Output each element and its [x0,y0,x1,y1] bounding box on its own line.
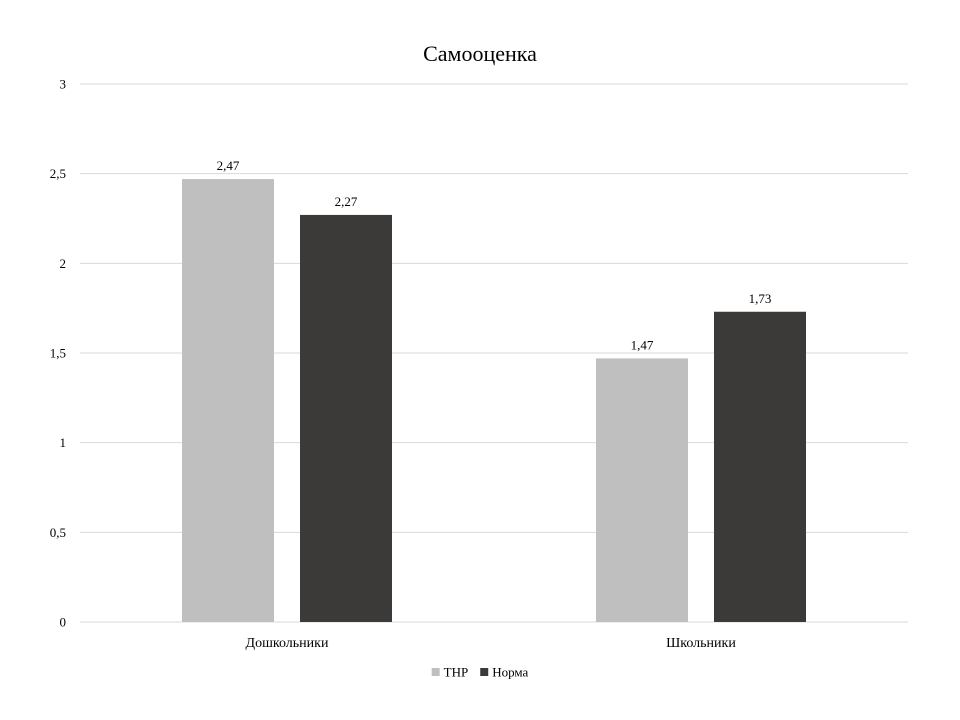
x-axis-labels: Дошкольники Школьники [246,636,737,651]
legend-label: ТНР [444,665,469,680]
y-tick-label: 2,5 [50,166,66,181]
legend-swatch [480,668,489,676]
x-tick-label: Дошкольники [246,636,329,651]
legend-swatch [431,668,440,676]
bars [182,179,806,622]
y-tick-label: 1 [60,435,67,450]
y-tick-label: 3 [60,77,67,92]
data-label: 1,47 [631,337,654,352]
data-label: 2,47 [217,158,240,173]
bar [182,179,274,622]
bar [596,358,688,622]
bar [714,311,806,622]
chart-title: Самооценка [423,41,537,66]
data-label: 1,73 [749,291,772,306]
x-tick-label: Школьники [666,636,736,651]
y-tick-label: 2 [60,256,67,271]
legend: ТНР Норма [431,665,529,680]
y-axis-ticks: 0 0,5 1 1,5 2 2,5 3 [50,77,66,630]
data-label: 2,27 [335,194,358,209]
bar [300,214,392,622]
y-tick-label: 0 [60,615,67,630]
y-tick-label: 0,5 [50,525,66,540]
legend-label: Норма [492,665,528,680]
y-tick-label: 1,5 [50,346,66,361]
data-labels: 2,47 2,27 1,47 1,73 [217,158,772,352]
